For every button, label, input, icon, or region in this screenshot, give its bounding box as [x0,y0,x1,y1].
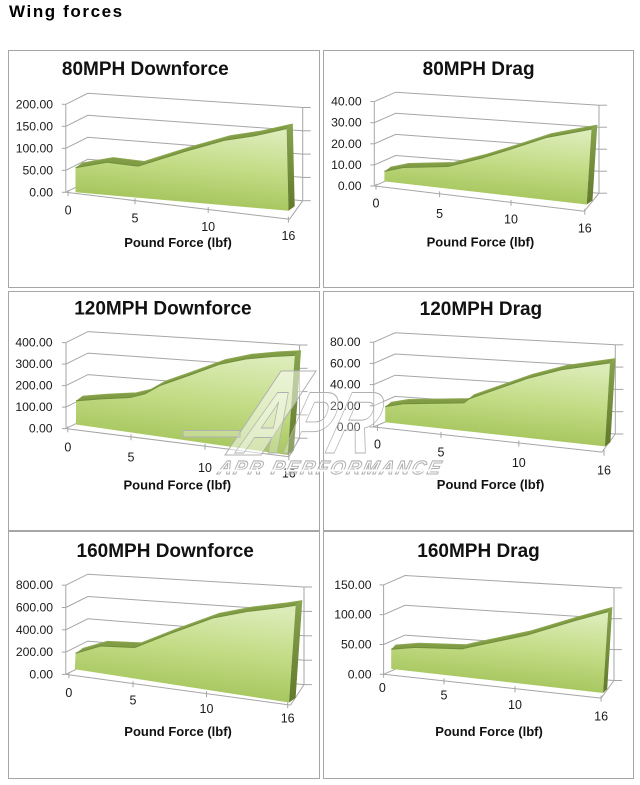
svg-text:0: 0 [65,686,72,700]
svg-text:0: 0 [65,204,72,218]
svg-text:16: 16 [594,709,608,723]
svg-text:Pound Force (lbf): Pound Force (lbf) [124,235,232,250]
svg-text:400.00: 400.00 [16,623,53,637]
svg-text:0.00: 0.00 [337,420,361,434]
svg-text:0: 0 [64,440,71,454]
svg-text:50.00: 50.00 [23,163,54,177]
svg-text:400.00: 400.00 [15,336,52,350]
svg-text:20.00: 20.00 [331,137,362,151]
svg-text:10: 10 [200,702,214,716]
svg-text:200.00: 200.00 [16,645,53,659]
svg-text:Pound Force (lbf): Pound Force (lbf) [123,478,231,493]
svg-text:100.00: 100.00 [15,400,52,414]
svg-text:100.00: 100.00 [16,141,53,155]
svg-text:10: 10 [198,461,212,475]
svg-text:80MPH Drag: 80MPH Drag [423,59,535,80]
svg-text:200.00: 200.00 [15,379,52,393]
svg-text:5: 5 [441,689,448,703]
svg-text:0.00: 0.00 [29,185,53,199]
svg-text:120MPH Drag: 120MPH Drag [420,299,543,320]
svg-text:5: 5 [132,212,139,226]
svg-text:0.00: 0.00 [348,667,372,681]
svg-text:5: 5 [130,694,137,708]
svg-text:30.00: 30.00 [331,116,362,130]
svg-text:0: 0 [374,438,381,452]
svg-text:Pound Force (lbf): Pound Force (lbf) [124,724,232,739]
svg-text:10: 10 [508,698,522,712]
svg-text:20.00: 20.00 [330,399,361,413]
svg-text:10: 10 [201,220,215,234]
svg-text:Pound Force (lbf): Pound Force (lbf) [435,724,543,739]
svg-text:600.00: 600.00 [16,601,53,615]
svg-text:80MPH Downforce: 80MPH Downforce [62,59,229,80]
svg-text:0.00: 0.00 [29,422,53,436]
svg-text:16: 16 [282,467,296,481]
svg-text:150.00: 150.00 [334,578,371,592]
svg-text:40.00: 40.00 [331,95,362,109]
svg-text:Pound Force (lbf): Pound Force (lbf) [427,235,535,250]
svg-text:0: 0 [373,197,380,211]
svg-text:10: 10 [512,456,526,470]
svg-text:160MPH Drag: 160MPH Drag [417,541,540,562]
svg-text:5: 5 [436,207,443,221]
svg-text:40.00: 40.00 [330,378,361,392]
svg-text:200.00: 200.00 [16,97,53,111]
svg-text:160MPH Downforce: 160MPH Downforce [77,541,254,562]
svg-text:16: 16 [281,712,295,726]
svg-text:0.00: 0.00 [29,667,53,681]
svg-text:150.00: 150.00 [16,119,53,133]
svg-text:800.00: 800.00 [16,578,53,592]
svg-text:0.00: 0.00 [338,179,362,193]
svg-text:16: 16 [281,229,295,243]
svg-text:10: 10 [504,213,518,227]
svg-text:16: 16 [578,221,592,235]
svg-text:50.00: 50.00 [341,638,372,652]
svg-text:80.00: 80.00 [330,335,361,349]
svg-text:100.00: 100.00 [334,608,371,622]
svg-text:10.00: 10.00 [331,158,362,172]
svg-text:0: 0 [379,681,386,695]
svg-text:5: 5 [438,446,445,460]
svg-text:300.00: 300.00 [15,357,52,371]
svg-text:120MPH Downforce: 120MPH Downforce [74,299,251,320]
svg-text:Pound Force (lbf): Pound Force (lbf) [437,477,545,492]
svg-text:16: 16 [597,464,611,478]
svg-text:60.00: 60.00 [330,356,361,370]
svg-text:5: 5 [128,451,135,465]
